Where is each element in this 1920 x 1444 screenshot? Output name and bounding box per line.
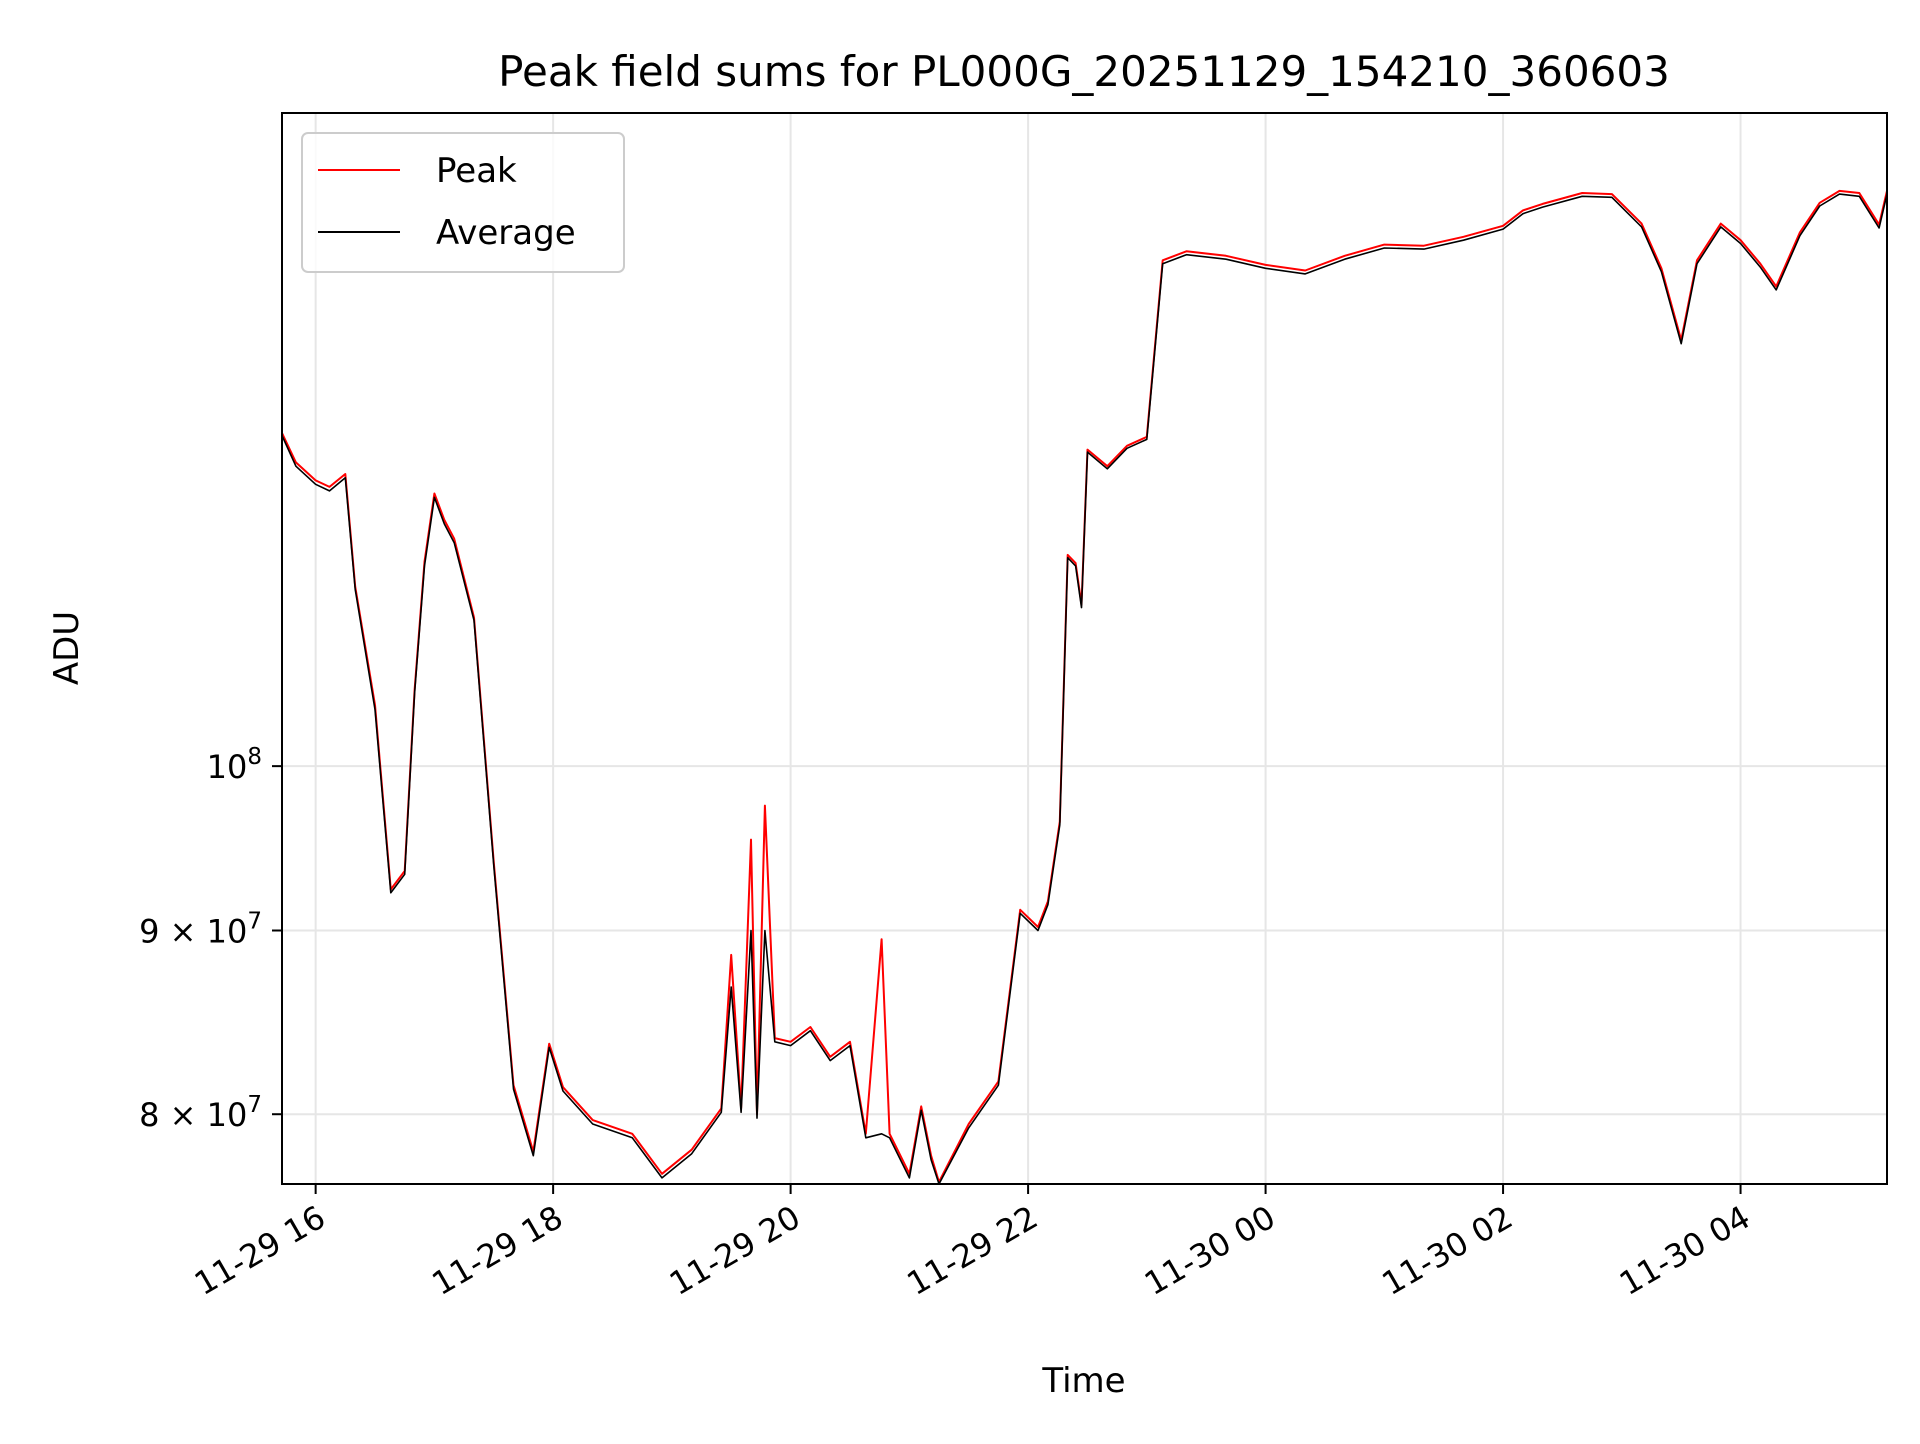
x-tick-label: 11-29 22 — [900, 1198, 1044, 1303]
legend-box — [301, 132, 625, 273]
grid — [282, 113, 1887, 1184]
y-tick-label: 8 × 107 — [139, 1092, 262, 1134]
legend: Peak Average — [301, 132, 625, 273]
series-group — [282, 188, 1887, 1184]
legend-label: Peak — [436, 151, 517, 191]
x-tick-label: 11-30 04 — [1613, 1198, 1757, 1303]
x-tick-label: 11-29 16 — [188, 1198, 332, 1303]
x-axis: 11-29 16 11-29 18 11-29 20 11-29 22 11-30 00… — [188, 1184, 1757, 1303]
x-tick-label: 11-30 02 — [1375, 1198, 1519, 1303]
y-tick-label: 9 × 107 — [139, 908, 262, 950]
y-axis-label: ADU — [47, 611, 87, 685]
series-line-average — [282, 192, 1887, 1184]
x-axis-label: Time — [1041, 1361, 1125, 1401]
plot-frame — [281, 112, 1888, 1185]
y-tick-label: 108 — [207, 744, 262, 786]
legend-label: Average — [436, 213, 576, 253]
x-tick-label: 11-30 00 — [1138, 1198, 1282, 1303]
x-tick-label: 11-29 20 — [663, 1198, 807, 1303]
x-tick-label: 11-29 18 — [426, 1198, 570, 1303]
chart-title: Peak field sums for PL000G_20251129_1542… — [498, 47, 1670, 96]
y-axis: 108 9 × 107 8 × 107 — [139, 744, 282, 1134]
